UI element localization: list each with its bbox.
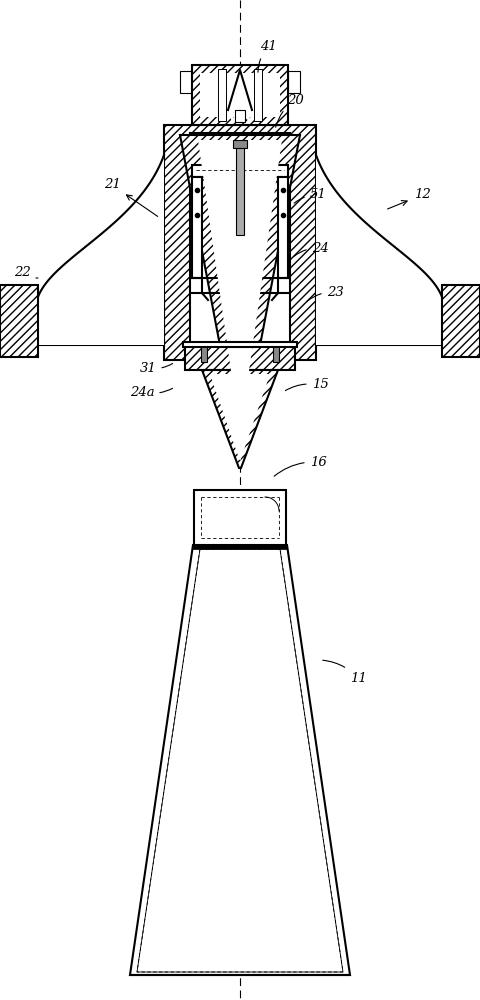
Bar	[218, 69, 226, 121]
Text: 51: 51	[294, 188, 326, 203]
Bar	[236, 145, 244, 235]
Bar	[192, 165, 288, 177]
Polygon shape	[210, 374, 270, 460]
Polygon shape	[228, 70, 252, 120]
Text: 23: 23	[307, 286, 343, 301]
Polygon shape	[180, 135, 300, 430]
Polygon shape	[202, 370, 278, 468]
Text: 12: 12	[387, 188, 431, 209]
Polygon shape	[198, 140, 282, 420]
Bar	[0, 297, 164, 345]
Bar	[194, 490, 286, 545]
Text: 24a: 24a	[130, 385, 173, 398]
Text: 15: 15	[286, 378, 328, 391]
Bar	[193, 545, 287, 549]
Bar	[190, 133, 290, 355]
Bar	[316, 297, 480, 345]
Bar	[273, 347, 279, 362]
Bar	[192, 65, 288, 125]
Bar	[183, 342, 297, 347]
Bar	[254, 69, 262, 121]
Polygon shape	[130, 545, 350, 975]
Bar	[278, 177, 288, 278]
Bar	[233, 140, 247, 148]
Text: 22: 22	[13, 265, 38, 278]
Text: 24: 24	[294, 241, 328, 256]
Text: 21: 21	[104, 178, 158, 216]
Bar	[0, 285, 38, 357]
Bar	[192, 177, 202, 278]
Text: 20: 20	[276, 94, 303, 127]
Bar	[288, 71, 300, 93]
Bar	[180, 71, 192, 93]
Bar	[201, 347, 207, 362]
Bar	[442, 285, 480, 357]
Bar	[235, 110, 245, 122]
Polygon shape	[38, 155, 164, 345]
Text: 41: 41	[258, 40, 276, 72]
Text: 16: 16	[274, 456, 326, 476]
Text: 11: 11	[323, 660, 366, 684]
Bar	[185, 345, 295, 370]
Text: 31: 31	[140, 361, 173, 374]
Bar	[164, 125, 316, 360]
Polygon shape	[316, 155, 442, 345]
Bar	[200, 73, 280, 117]
